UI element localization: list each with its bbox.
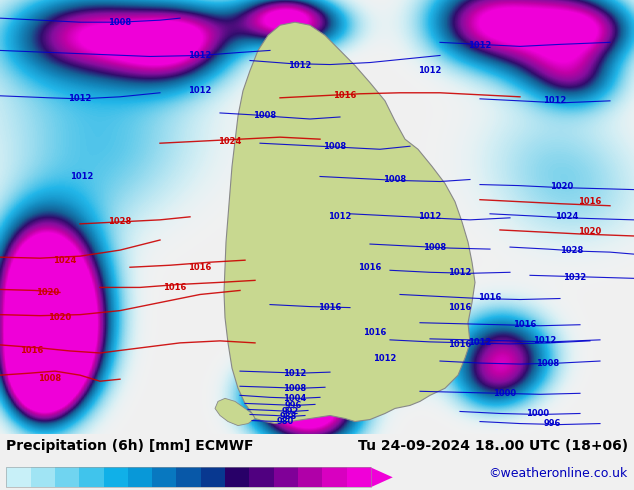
- Text: 1016: 1016: [448, 303, 472, 312]
- Text: 1024: 1024: [53, 256, 77, 265]
- Text: 1020: 1020: [578, 227, 602, 237]
- Bar: [176, 467, 201, 487]
- Text: 1012: 1012: [469, 339, 492, 347]
- Text: 1012: 1012: [418, 66, 442, 75]
- Bar: [201, 467, 225, 487]
- Text: 1024: 1024: [218, 137, 242, 146]
- Text: ©weatheronline.co.uk: ©weatheronline.co.uk: [488, 466, 628, 480]
- Text: 1012: 1012: [188, 51, 212, 60]
- Text: 1008: 1008: [384, 175, 406, 184]
- Text: 980: 980: [276, 417, 294, 426]
- Bar: [6, 467, 30, 487]
- Bar: [103, 467, 128, 487]
- Text: 1008: 1008: [254, 112, 276, 121]
- Text: 1012: 1012: [288, 61, 312, 70]
- Text: 1000: 1000: [493, 389, 517, 398]
- Text: Tu 24-09-2024 18..00 UTC (18+06): Tu 24-09-2024 18..00 UTC (18+06): [358, 439, 628, 453]
- Bar: [322, 467, 347, 487]
- Bar: [298, 467, 322, 487]
- Text: 1016: 1016: [188, 263, 212, 272]
- Bar: [274, 467, 298, 487]
- Text: 1016: 1016: [20, 346, 44, 355]
- Text: 1020: 1020: [48, 313, 72, 322]
- Text: 1016: 1016: [333, 91, 357, 100]
- Polygon shape: [215, 398, 255, 426]
- Text: 1008: 1008: [424, 243, 446, 251]
- Text: 1012: 1012: [70, 172, 94, 181]
- Text: 1004: 1004: [283, 394, 307, 403]
- Text: 1012: 1012: [68, 95, 92, 103]
- Text: 1012: 1012: [373, 353, 397, 363]
- Text: 1012: 1012: [533, 336, 557, 345]
- Text: 1016: 1016: [448, 341, 472, 349]
- Text: 1008: 1008: [39, 374, 61, 383]
- Text: 1008: 1008: [283, 384, 307, 393]
- Text: 996: 996: [543, 419, 560, 428]
- Text: 1016: 1016: [358, 263, 382, 272]
- Text: 992: 992: [281, 407, 299, 416]
- Text: 1012: 1012: [543, 97, 567, 105]
- Bar: [347, 467, 371, 487]
- Text: 1000: 1000: [526, 409, 550, 418]
- Text: 1016: 1016: [164, 283, 186, 292]
- Text: 1008: 1008: [323, 142, 347, 151]
- Text: 1028: 1028: [108, 218, 132, 226]
- Polygon shape: [371, 467, 392, 487]
- Bar: [225, 467, 249, 487]
- Text: 1012: 1012: [328, 212, 352, 221]
- Polygon shape: [224, 22, 475, 423]
- Bar: [128, 467, 152, 487]
- Text: 1020: 1020: [36, 288, 60, 297]
- Bar: [79, 467, 103, 487]
- Bar: [30, 467, 55, 487]
- Text: 1016: 1016: [578, 197, 602, 206]
- Text: 1012: 1012: [448, 268, 472, 277]
- Text: 1032: 1032: [564, 273, 586, 282]
- Bar: [152, 467, 176, 487]
- Bar: [55, 467, 79, 487]
- Text: 1012: 1012: [188, 86, 212, 95]
- Text: 1016: 1016: [478, 293, 501, 302]
- Text: Precipitation (6h) [mm] ECMWF: Precipitation (6h) [mm] ECMWF: [6, 439, 254, 453]
- Text: 1016: 1016: [363, 328, 387, 337]
- Text: 1028: 1028: [560, 245, 584, 255]
- Text: 1012: 1012: [418, 212, 442, 221]
- Text: 1012: 1012: [469, 41, 492, 50]
- Text: 1016: 1016: [514, 320, 537, 329]
- Text: 1008: 1008: [108, 18, 132, 26]
- Text: 988: 988: [280, 412, 297, 421]
- Bar: [249, 467, 274, 487]
- Text: 1016: 1016: [318, 303, 342, 312]
- Text: 1024: 1024: [555, 212, 579, 221]
- Bar: [6, 467, 371, 487]
- Text: 1020: 1020: [550, 182, 574, 191]
- Text: 1008: 1008: [536, 359, 560, 368]
- Text: 1012: 1012: [283, 368, 307, 378]
- Text: 996: 996: [284, 401, 302, 410]
